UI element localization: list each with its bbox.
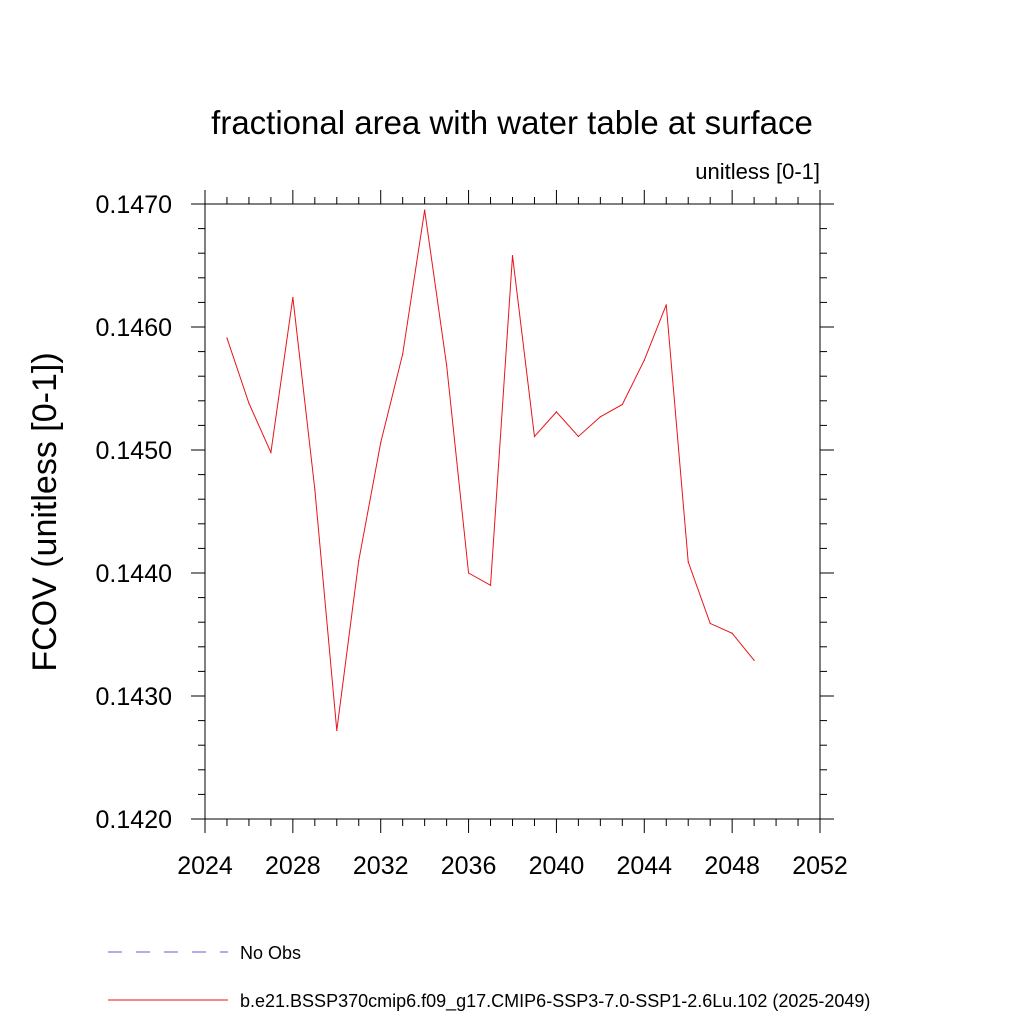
data-point bbox=[753, 659, 755, 661]
units-label: unitless [0-1] bbox=[695, 159, 820, 184]
data-point bbox=[687, 561, 689, 563]
data-point bbox=[336, 729, 338, 732]
x-tick-label: 2036 bbox=[441, 852, 497, 880]
data-point bbox=[424, 209, 426, 211]
series-layer bbox=[226, 209, 755, 732]
data-point bbox=[467, 572, 470, 574]
data-point bbox=[248, 402, 250, 404]
minor-ticks bbox=[198, 197, 827, 826]
data-point bbox=[599, 416, 601, 418]
x-tick-label: 2028 bbox=[265, 852, 321, 880]
x-tick-label: 2048 bbox=[704, 852, 760, 880]
data-point bbox=[555, 411, 558, 413]
data-point bbox=[226, 337, 228, 339]
x-tick-label: 2044 bbox=[616, 852, 672, 880]
x-tick-label: 2024 bbox=[177, 852, 233, 880]
tick-labels: 2024 2028 2032 2036 2040 2044 2048 2052 0.1420 0.… bbox=[96, 191, 848, 880]
y-tick-label: 0.1460 bbox=[96, 314, 172, 342]
data-point bbox=[709, 622, 711, 625]
y-tick-label: 0.1470 bbox=[96, 191, 172, 219]
legend-label-no-obs: No Obs bbox=[240, 943, 301, 963]
x-tick-label: 2052 bbox=[792, 852, 848, 880]
y-tick-label: 0.1440 bbox=[96, 560, 172, 588]
y-axis-label: FCOV (unitless [0-1]) bbox=[26, 352, 64, 671]
x-tick-label: 2040 bbox=[529, 852, 585, 880]
data-point bbox=[314, 488, 316, 490]
series-line-0 bbox=[226, 210, 755, 731]
data-point bbox=[665, 304, 667, 306]
legend: No Obs b.e21.BSSP370cmip6.f09_g17.CMIP6-… bbox=[108, 943, 870, 1012]
data-point bbox=[270, 451, 272, 454]
x-tick-label: 2032 bbox=[353, 852, 409, 880]
major-ticks bbox=[191, 190, 834, 833]
data-point bbox=[358, 560, 360, 562]
data-point bbox=[380, 442, 382, 444]
data-point bbox=[511, 255, 514, 257]
data-point bbox=[489, 584, 492, 586]
data-point bbox=[402, 353, 404, 355]
chart-title: fractional area with water table at surf… bbox=[211, 104, 813, 141]
data-point bbox=[533, 435, 536, 438]
data-point bbox=[577, 435, 579, 438]
y-tick-label: 0.1420 bbox=[96, 806, 172, 834]
y-tick-label: 0.1430 bbox=[96, 683, 172, 711]
data-point bbox=[621, 403, 623, 406]
data-point bbox=[446, 364, 448, 366]
legend-label-series: b.e21.BSSP370cmip6.f09_g17.CMIP6-SSP3-7.… bbox=[240, 991, 870, 1012]
plot-frame bbox=[204, 203, 821, 820]
y-tick-label: 0.1450 bbox=[96, 437, 172, 465]
data-point bbox=[643, 359, 645, 361]
data-point bbox=[731, 632, 733, 634]
data-point bbox=[292, 296, 294, 299]
